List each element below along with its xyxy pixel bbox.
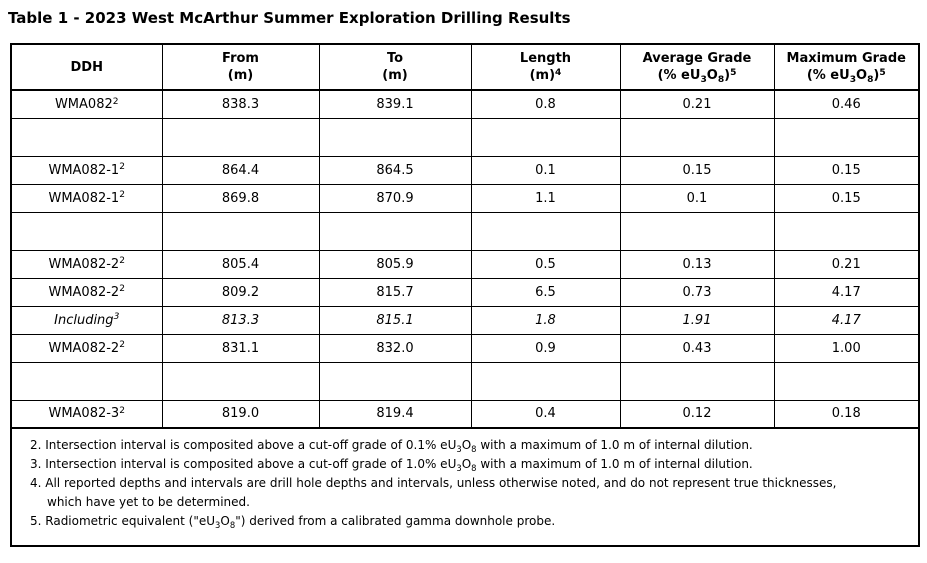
table-cell: WMA082-22 <box>10 277 163 307</box>
table-cell: 832.0 <box>318 333 472 363</box>
table-cell: 864.4 <box>161 155 320 185</box>
table-cell: 0.21 <box>619 89 775 119</box>
table-cell: 838.3 <box>161 89 320 119</box>
column-header: From (m) <box>161 43 320 91</box>
table-cell: WMA082-12 <box>10 155 163 185</box>
empty-cell <box>470 361 621 401</box>
table-cell: 1.91 <box>619 305 775 335</box>
table-row: WMA082-32 819.0 819.4 0.4 0.12 0.18 <box>10 399 920 429</box>
footnote: 5. Radiometric equivalent ("eU3O8") deri… <box>30 514 556 530</box>
column-header: To (m) <box>318 43 472 91</box>
column-header: Average Grade (% eU3O8)5 <box>619 43 775 91</box>
table-cell: Including3 <box>10 305 163 335</box>
table-cell: 0.73 <box>619 277 775 307</box>
table-cell: 0.9 <box>470 333 621 363</box>
spacer-row <box>10 361 920 401</box>
table-cell: WMA082-32 <box>10 399 163 429</box>
empty-cell <box>773 117 920 157</box>
table-cell: 0.8 <box>470 89 621 119</box>
table-cell: 805.4 <box>161 249 320 279</box>
table-cell: WMA082-12 <box>10 183 163 213</box>
table-cell: 813.3 <box>161 305 320 335</box>
table-row: WMA082-22 809.2 815.7 6.5 0.73 4.17 <box>10 277 920 307</box>
table-cell: 1.00 <box>773 333 920 363</box>
table-cell: 0.15 <box>773 155 920 185</box>
empty-cell <box>10 211 163 251</box>
table-body: WMA0822 838.3 839.1 0.8 0.21 0.46 WMA082-12 864… <box>10 89 920 429</box>
empty-cell <box>10 117 163 157</box>
empty-cell <box>318 117 472 157</box>
column-header: Length (m)4 <box>470 43 621 91</box>
table-row: WMA082-22 805.4 805.9 0.5 0.13 0.21 <box>10 249 920 279</box>
empty-cell <box>619 117 775 157</box>
table-cell: WMA082-22 <box>10 333 163 363</box>
table-cell: 0.13 <box>619 249 775 279</box>
table-row: WMA082-12 869.8 870.9 1.1 0.1 0.15 <box>10 183 920 213</box>
table-cell: 815.7 <box>318 277 472 307</box>
column-header: Maximum Grade (% eU3O8)5 <box>773 43 920 91</box>
empty-cell <box>619 211 775 251</box>
empty-cell <box>773 211 920 251</box>
footnote: 4. All reported depths and intervals are… <box>30 476 837 509</box>
table-cell: 6.5 <box>470 277 621 307</box>
table-header-row: DDH From (m) To (m) Length (m)4 Average Grade (%… <box>10 43 920 91</box>
empty-cell <box>10 361 163 401</box>
empty-cell <box>318 361 472 401</box>
table-cell: 1.8 <box>470 305 621 335</box>
table-cell: 831.1 <box>161 333 320 363</box>
empty-cell <box>619 361 775 401</box>
table-cell: 0.12 <box>619 399 775 429</box>
table-cell: WMA082-22 <box>10 249 163 279</box>
table-cell: 819.0 <box>161 399 320 429</box>
empty-cell <box>470 117 621 157</box>
table-cell: 0.1 <box>619 183 775 213</box>
footnotes-row: 2. Intersection interval is composited a… <box>10 427 920 547</box>
footnote: 2. Intersection interval is composited a… <box>30 438 753 454</box>
table-row: Including3 813.3 815.1 1.8 1.91 4.17 <box>10 305 920 335</box>
column-header: DDH <box>10 43 163 91</box>
table-cell: 864.5 <box>318 155 472 185</box>
table-row: WMA0822 838.3 839.1 0.8 0.21 0.46 <box>10 89 920 119</box>
empty-cell <box>161 361 320 401</box>
table-row: WMA082-22 831.1 832.0 0.9 0.43 1.00 <box>10 333 920 363</box>
table-cell: 870.9 <box>318 183 472 213</box>
empty-cell <box>161 117 320 157</box>
table-cell: 839.1 <box>318 89 472 119</box>
table-cell: 0.5 <box>470 249 621 279</box>
spacer-row <box>10 117 920 157</box>
footnotes: 2. Intersection interval is composited a… <box>10 427 920 547</box>
empty-cell <box>773 361 920 401</box>
table-cell: 0.4 <box>470 399 621 429</box>
table-cell: 0.15 <box>773 183 920 213</box>
table-cell: 869.8 <box>161 183 320 213</box>
empty-cell <box>318 211 472 251</box>
table-cell: 819.4 <box>318 399 472 429</box>
page-title: Table 1 - 2023 West McArthur Summer Expl… <box>8 9 571 27</box>
spacer-row <box>10 211 920 251</box>
table-row: WMA082-12 864.4 864.5 0.1 0.15 0.15 <box>10 155 920 185</box>
drilling-results-table: DDH From (m) To (m) Length (m)4 Average Grade (%… <box>10 43 920 547</box>
table-cell: WMA0822 <box>10 89 163 119</box>
empty-cell <box>161 211 320 251</box>
table-cell: 0.18 <box>773 399 920 429</box>
empty-cell <box>470 211 621 251</box>
table-cell: 0.46 <box>773 89 920 119</box>
table-cell: 815.1 <box>318 305 472 335</box>
table-cell: 0.21 <box>773 249 920 279</box>
table-cell: 4.17 <box>773 305 920 335</box>
table-cell: 0.15 <box>619 155 775 185</box>
table-cell: 0.1 <box>470 155 621 185</box>
footnote: 3. Intersection interval is composited a… <box>30 457 753 473</box>
table-cell: 4.17 <box>773 277 920 307</box>
table-cell: 1.1 <box>470 183 621 213</box>
table-cell: 805.9 <box>318 249 472 279</box>
table-cell: 0.43 <box>619 333 775 363</box>
table-cell: 809.2 <box>161 277 320 307</box>
